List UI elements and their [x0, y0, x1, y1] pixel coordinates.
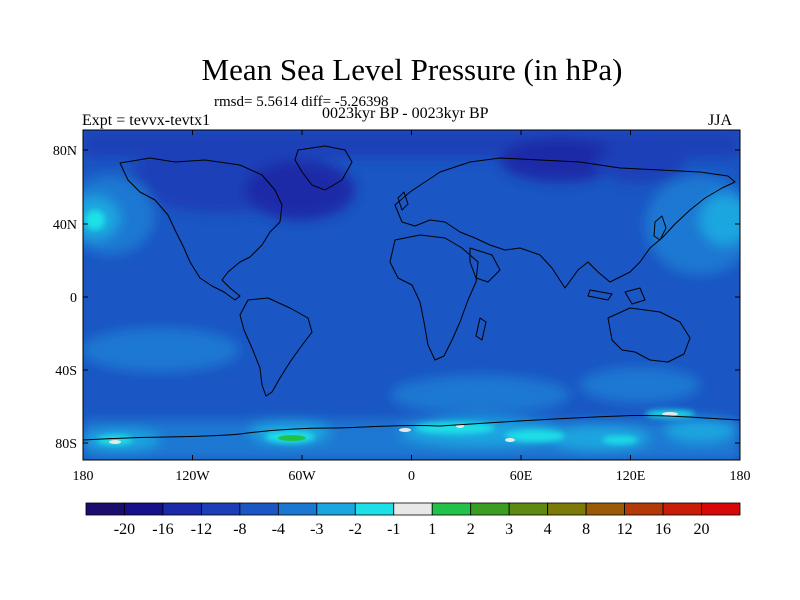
stats-label: rmsd= 5.5614 diff= -5.26398	[214, 94, 389, 110]
longitude-tick-label: 60W	[288, 469, 316, 484]
longitude-labels: 180 120W 60W 0 60E 120E 180	[73, 469, 751, 484]
colorbar-tick-label: -8	[233, 521, 246, 538]
colorbar-swatch	[470, 502, 510, 516]
colorbar-tick-label: 4	[544, 521, 552, 538]
colorbar-tick-label: 2	[467, 521, 475, 538]
longitude-tick-label: 60E	[510, 469, 533, 484]
colorbar-tick-label: -2	[349, 521, 362, 538]
colorbar-swatch	[201, 502, 241, 516]
colorbar-swatch	[85, 502, 125, 516]
colorbar-swatch	[547, 502, 587, 516]
colorbar-swatch	[239, 502, 279, 516]
experiment-label: Expt = tevvx-tevtx1	[82, 112, 211, 129]
colorbar-tick-label: -20	[114, 521, 135, 538]
colorbar-swatch	[277, 502, 318, 516]
map-title: Mean Sea Level Pressure (in hPa)	[201, 52, 623, 87]
colorbar-swatch	[508, 502, 549, 516]
longitude-tick-label: 180	[73, 469, 94, 484]
colorbar-tick-label: 8	[582, 521, 590, 538]
colorbar-tick-label: 12	[617, 521, 633, 538]
colorbar-swatch	[585, 502, 625, 516]
longitude-tick-label: 0	[408, 469, 415, 484]
colorbar-swatch	[124, 502, 164, 516]
colorbar-swatch	[431, 502, 472, 516]
longitude-tick-label: 120E	[616, 469, 646, 484]
latitude-tick-label: 40N	[53, 218, 77, 233]
latitude-tick-label: 80N	[53, 144, 77, 159]
colorbar-swatch	[354, 502, 395, 516]
colorbar-tick-label: 1	[428, 521, 436, 538]
colorbar-tick-label: 3	[505, 521, 513, 538]
colorbar-tick-label: -4	[272, 521, 285, 538]
colorbar-tick-label: -1	[387, 521, 400, 538]
colorbar-swatch	[316, 502, 356, 516]
season-label: JJA	[708, 112, 733, 129]
pressure-field	[83, 130, 740, 460]
latitude-tick-label: 80S	[55, 437, 77, 452]
colorbar-tick-label: -3	[310, 521, 323, 538]
colorbar	[85, 502, 741, 516]
period-label: 0023kyr BP - 0023kyr BP	[322, 105, 489, 122]
coastlines	[83, 145, 740, 441]
colorbar-swatch	[393, 502, 433, 516]
colorbar-swatch	[701, 502, 741, 516]
colorbar-swatch	[624, 502, 664, 516]
colorbar-labels: -20 -16 -12 -8 -4 -3 -2 -1 1 2 3 4 8 12 16 20	[114, 521, 710, 538]
axis-ticks	[82, 130, 741, 460]
longitude-tick-label: 120W	[175, 469, 210, 484]
latitude-tick-label: 40S	[55, 364, 77, 379]
latitude-tick-label: 0	[70, 291, 77, 306]
colorbar-swatch	[162, 502, 202, 516]
longitude-tick-label: 180	[730, 469, 751, 484]
colorbar-tick-label: -12	[191, 521, 212, 538]
colorbar-swatch	[662, 502, 702, 516]
latitude-labels: 80N 40N 0 40S 80S	[53, 144, 77, 452]
colorbar-tick-label: 20	[694, 521, 710, 538]
colorbar-tick-label: 16	[655, 521, 671, 538]
colorbar-tick-label: -16	[152, 521, 173, 538]
